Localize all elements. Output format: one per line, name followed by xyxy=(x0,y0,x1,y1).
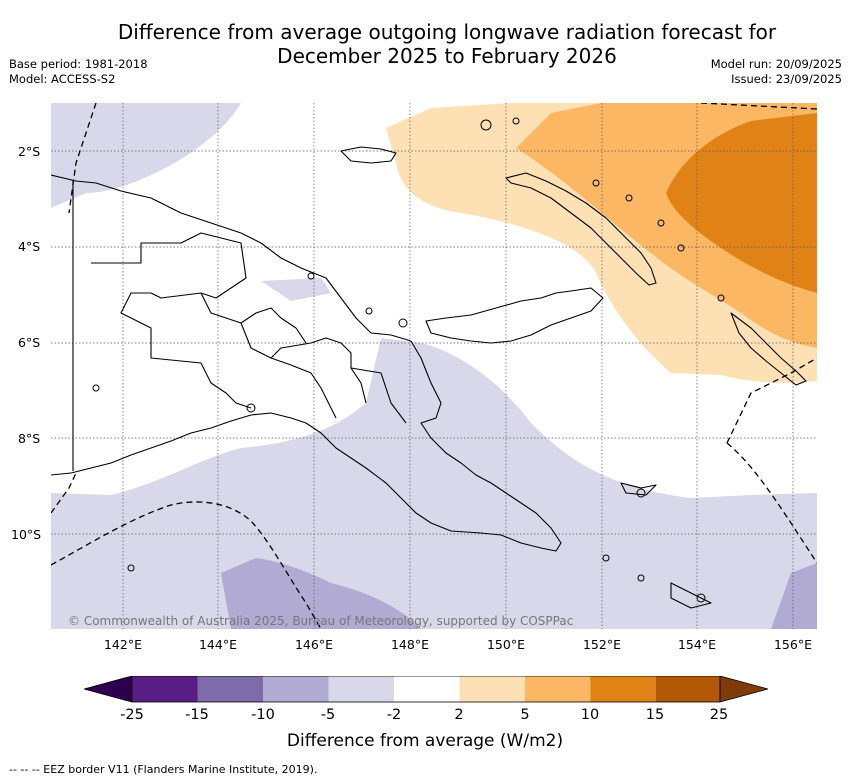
island-4 xyxy=(480,119,492,131)
neg-region-light-north-west xyxy=(51,103,241,208)
colorbar-tick-6: 2 xyxy=(454,707,464,723)
lon-label-150e: 150°E xyxy=(486,637,525,652)
island-1 xyxy=(307,272,315,280)
graticule xyxy=(51,103,817,629)
meta-right: Model run: 20/09/2025 Issued: 23/09/2025 xyxy=(711,57,842,87)
lat-label-10s: 10°S xyxy=(11,527,42,542)
lon-label-152e: 152°E xyxy=(582,637,621,652)
colorbar-bin-8 xyxy=(590,676,656,702)
island-6 xyxy=(592,179,600,187)
lon-label-146e: 146°E xyxy=(294,637,333,652)
colorbar-bin-1 xyxy=(132,676,198,702)
colorbar-bin-6 xyxy=(459,676,525,702)
island-3 xyxy=(398,318,408,328)
base-period: Base period: 1981-2018 xyxy=(9,57,148,71)
lat-label-8s: 8°S xyxy=(18,431,41,446)
title-line-1: Difference from average outgoing longwav… xyxy=(117,20,777,44)
colorbar-bin-9 xyxy=(656,676,720,702)
issued-date: Issued: 23/09/2025 xyxy=(731,72,842,86)
colorbar-tick-5: -2 xyxy=(386,707,402,723)
colorbar-frame xyxy=(131,675,721,703)
neg-region-light-south xyxy=(51,338,817,629)
province-boundaries xyxy=(91,232,407,424)
lon-label-142e: 142°E xyxy=(103,637,142,652)
island-2 xyxy=(365,307,373,315)
colorbar-bin-3 xyxy=(263,676,329,702)
eez-border-north-west xyxy=(68,103,97,214)
map-panel xyxy=(51,103,817,629)
pos-region-strong xyxy=(666,113,817,293)
lat-label-4s: 4°S xyxy=(18,239,41,254)
eez-border-south-west xyxy=(51,501,322,629)
island-10 xyxy=(717,294,725,302)
colorbar-tick-4: -5 xyxy=(320,707,336,723)
colorbar-bin-4 xyxy=(328,676,394,702)
colorbar-tick-9: 15 xyxy=(645,707,665,723)
neg-region-mid-south-west xyxy=(221,558,421,629)
lon-label-148e: 148°E xyxy=(390,637,429,652)
colorbar-svg xyxy=(82,675,770,703)
colorbar-bin-2 xyxy=(197,676,263,702)
lat-label-6s: 6°S xyxy=(18,335,41,350)
island-12 xyxy=(602,554,610,562)
copyright-notice: © Commonwealth of Australia 2025, Bureau… xyxy=(68,614,574,628)
island-11 xyxy=(636,488,646,498)
island-15 xyxy=(92,384,100,392)
island-5 xyxy=(512,117,520,125)
colorbar-label: Difference from average (W/m2) xyxy=(286,731,564,751)
new-britain-coast xyxy=(425,287,604,344)
island-7 xyxy=(625,194,633,202)
map-title: Difference from average outgoing longwav… xyxy=(0,20,850,68)
eez-border-south-east xyxy=(726,357,817,444)
new-ireland-coast xyxy=(505,172,657,286)
island-16 xyxy=(127,564,135,572)
bougainville-coast xyxy=(730,312,807,386)
south-eastern-islands-coast xyxy=(670,582,712,609)
small-islands xyxy=(92,117,725,603)
colorbar xyxy=(82,675,770,708)
lon-label-144e: 144°E xyxy=(198,637,237,652)
colorbar-tick-3: -10 xyxy=(251,707,275,723)
eez-borders xyxy=(51,103,817,629)
colorbar-tick-7: 5 xyxy=(520,707,530,723)
coastlines xyxy=(51,146,807,609)
lon-label-156e: 156°E xyxy=(773,637,812,652)
new-guinea-coast xyxy=(51,174,562,552)
island-17 xyxy=(246,403,256,413)
eez-border-west-south xyxy=(51,472,77,514)
island-9 xyxy=(677,244,685,252)
manus-island-coast xyxy=(340,146,397,164)
colorbar-tick-10: 25 xyxy=(709,707,729,723)
colorbar-tick-1: -25 xyxy=(120,707,144,723)
meta-left: Base period: 1981-2018 Model: ACCESS-S2 xyxy=(9,57,148,87)
colorbar-tick-8: 10 xyxy=(580,707,600,723)
anomaly-map xyxy=(51,103,817,629)
neg-region-light-inland xyxy=(261,278,331,301)
model-run: Model run: 20/09/2025 xyxy=(710,57,842,71)
neg-region-mid-south-east xyxy=(771,563,817,629)
model-name: Model: ACCESS-S2 xyxy=(9,72,116,86)
island-13 xyxy=(637,574,645,582)
island-8 xyxy=(657,219,665,227)
island-14 xyxy=(696,593,706,603)
title-line-2: December 2025 to February 2026 xyxy=(277,44,617,68)
colorbar-extend-high xyxy=(719,675,770,703)
eez-legend: -- -- -- EEZ border V11 (Flanders Marine… xyxy=(9,763,318,776)
colorbar-tick-2: -15 xyxy=(185,707,209,723)
colorbar-bin-5 xyxy=(394,676,460,702)
solomon-islands-coast xyxy=(620,482,657,496)
lat-label-2s: 2°S xyxy=(18,144,41,159)
lon-label-154e: 154°E xyxy=(677,637,716,652)
colorbar-bin-7 xyxy=(525,676,591,702)
colorbar-extend-low xyxy=(82,675,133,703)
eez-border-south-east-lower xyxy=(726,442,817,564)
